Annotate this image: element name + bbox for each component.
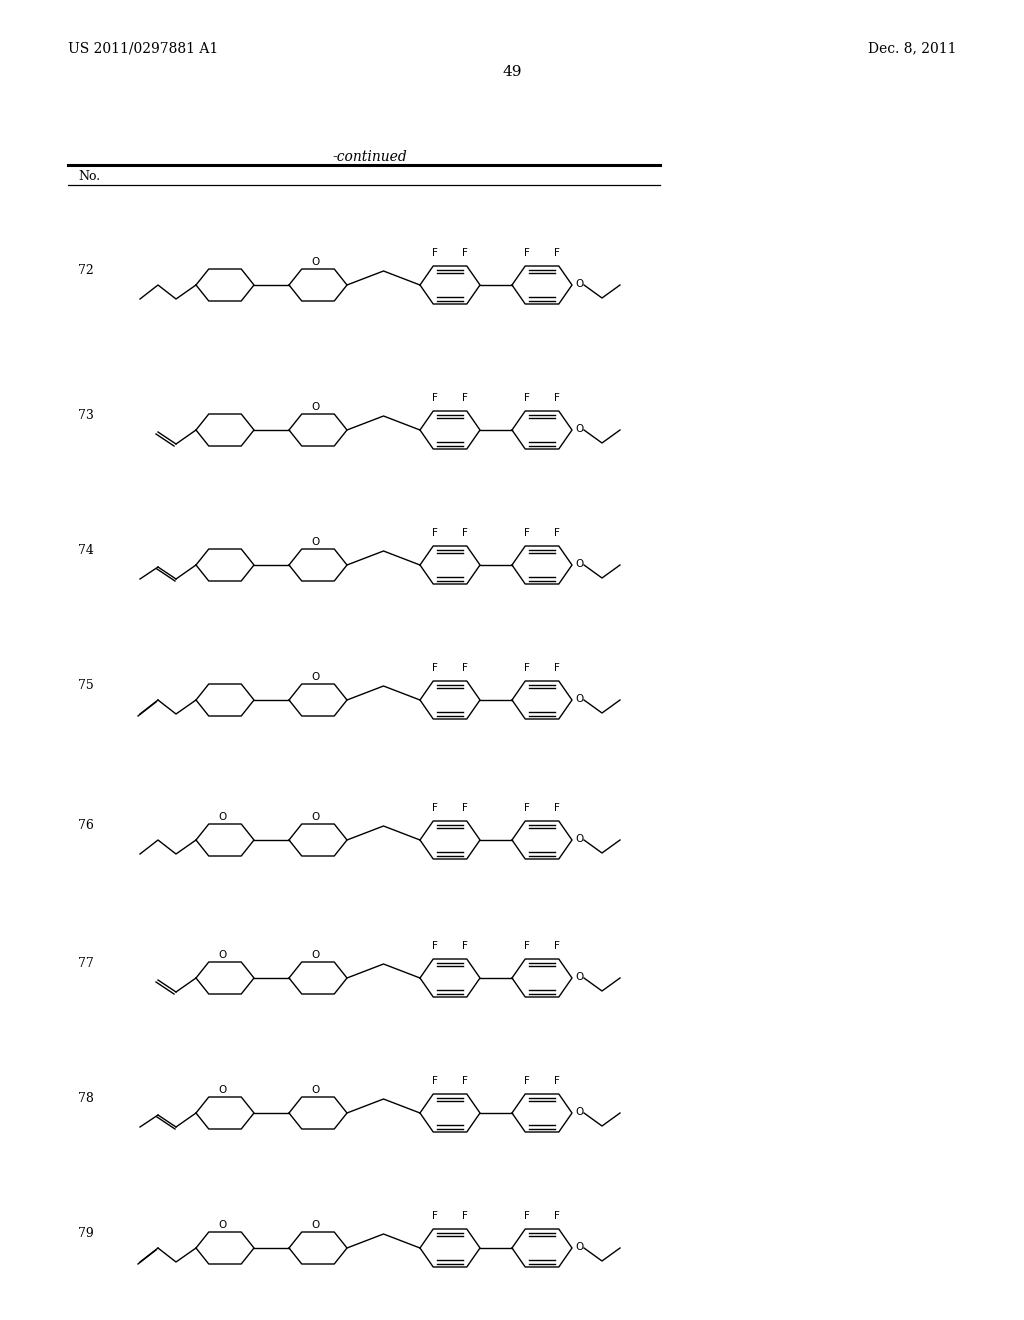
Text: O: O xyxy=(218,1085,226,1096)
Text: F: F xyxy=(432,1210,438,1221)
Text: 75: 75 xyxy=(78,678,94,692)
Text: F: F xyxy=(462,393,468,403)
Text: F: F xyxy=(524,248,530,257)
Text: O: O xyxy=(311,537,319,546)
Text: O: O xyxy=(575,694,584,704)
Text: F: F xyxy=(524,393,530,403)
Text: O: O xyxy=(575,424,584,434)
Text: O: O xyxy=(218,950,226,960)
Text: F: F xyxy=(524,803,530,813)
Text: 79: 79 xyxy=(78,1228,94,1239)
Text: F: F xyxy=(524,663,530,673)
Text: F: F xyxy=(432,941,438,950)
Text: F: F xyxy=(432,663,438,673)
Text: 73: 73 xyxy=(78,409,94,422)
Text: O: O xyxy=(575,972,584,982)
Text: 78: 78 xyxy=(78,1092,94,1105)
Text: F: F xyxy=(462,663,468,673)
Text: F: F xyxy=(462,1076,468,1086)
Text: F: F xyxy=(432,1076,438,1086)
Text: 76: 76 xyxy=(78,818,94,832)
Text: F: F xyxy=(432,803,438,813)
Text: F: F xyxy=(462,528,468,539)
Text: F: F xyxy=(554,1076,560,1086)
Text: 74: 74 xyxy=(78,544,94,557)
Text: US 2011/0297881 A1: US 2011/0297881 A1 xyxy=(68,41,218,55)
Text: F: F xyxy=(432,528,438,539)
Text: F: F xyxy=(554,248,560,257)
Text: F: F xyxy=(554,941,560,950)
Text: No.: No. xyxy=(78,170,100,183)
Text: F: F xyxy=(524,1076,530,1086)
Text: O: O xyxy=(311,403,319,412)
Text: F: F xyxy=(462,1210,468,1221)
Text: O: O xyxy=(575,834,584,843)
Text: O: O xyxy=(218,812,226,822)
Text: O: O xyxy=(575,558,584,569)
Text: F: F xyxy=(554,663,560,673)
Text: F: F xyxy=(462,248,468,257)
Text: O: O xyxy=(311,257,319,267)
Text: Dec. 8, 2011: Dec. 8, 2011 xyxy=(867,41,956,55)
Text: F: F xyxy=(432,248,438,257)
Text: 72: 72 xyxy=(78,264,94,277)
Text: F: F xyxy=(524,1210,530,1221)
Text: F: F xyxy=(524,941,530,950)
Text: F: F xyxy=(462,941,468,950)
Text: F: F xyxy=(554,1210,560,1221)
Text: O: O xyxy=(575,1107,584,1117)
Text: O: O xyxy=(218,1220,226,1230)
Text: O: O xyxy=(311,1085,319,1096)
Text: O: O xyxy=(311,672,319,682)
Text: F: F xyxy=(462,803,468,813)
Text: O: O xyxy=(575,1242,584,1251)
Text: F: F xyxy=(524,528,530,539)
Text: O: O xyxy=(575,279,584,289)
Text: O: O xyxy=(311,1220,319,1230)
Text: 49: 49 xyxy=(502,65,522,79)
Text: 77: 77 xyxy=(78,957,94,970)
Text: -continued: -continued xyxy=(333,150,408,164)
Text: F: F xyxy=(432,393,438,403)
Text: O: O xyxy=(311,812,319,822)
Text: O: O xyxy=(311,950,319,960)
Text: F: F xyxy=(554,528,560,539)
Text: F: F xyxy=(554,803,560,813)
Text: F: F xyxy=(554,393,560,403)
